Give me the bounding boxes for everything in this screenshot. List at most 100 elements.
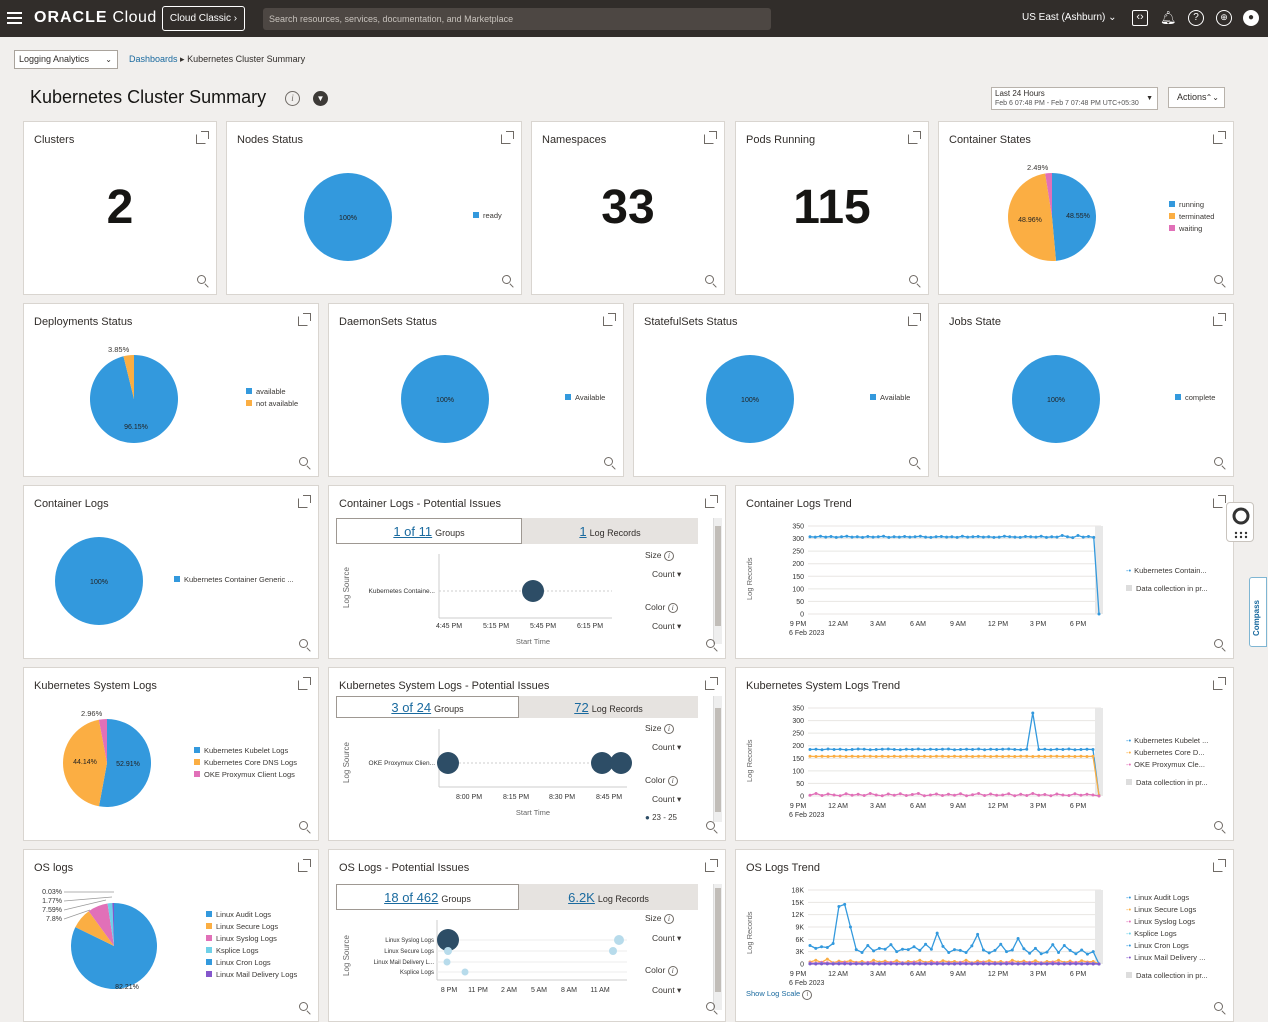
data-point[interactable] — [1080, 959, 1084, 963]
data-point[interactable] — [1081, 535, 1085, 539]
legend-item[interactable]: ready — [473, 210, 502, 222]
open-external-icon[interactable] — [908, 313, 921, 326]
data-point[interactable] — [880, 747, 884, 751]
data-point[interactable] — [953, 748, 956, 752]
data-point[interactable] — [1079, 747, 1083, 751]
data-point[interactable] — [895, 962, 899, 966]
data-point[interactable] — [910, 754, 914, 758]
data-point[interactable] — [1091, 950, 1095, 954]
legend-item[interactable]: Data collection in pr... — [1126, 777, 1208, 789]
data-point[interactable] — [928, 747, 932, 751]
data-point[interactable] — [872, 958, 876, 962]
pie-slice-available[interactable] — [401, 355, 489, 443]
data-point[interactable] — [831, 962, 835, 966]
data-point[interactable] — [1002, 534, 1006, 538]
user-profile-icon[interactable]: ● — [1243, 10, 1259, 26]
data-point[interactable] — [1039, 952, 1043, 956]
data-point[interactable] — [1049, 748, 1053, 752]
data-point[interactable] — [966, 535, 970, 539]
open-external-icon[interactable] — [298, 495, 311, 508]
data-point[interactable] — [1007, 747, 1011, 751]
data-point[interactable] — [922, 754, 926, 758]
open-external-icon[interactable] — [501, 131, 514, 144]
data-point[interactable] — [924, 535, 928, 539]
data-point[interactable] — [838, 747, 842, 751]
data-point[interactable] — [825, 946, 829, 950]
data-point[interactable] — [993, 948, 997, 952]
data-point[interactable] — [1039, 962, 1043, 966]
data-point[interactable] — [941, 959, 945, 963]
info-icon[interactable]: i — [663, 914, 674, 924]
legend-item[interactable]: -• Kubernetes Core D... — [1126, 748, 1205, 757]
data-point[interactable] — [854, 962, 858, 966]
data-point[interactable] — [820, 793, 824, 797]
data-point[interactable] — [1073, 792, 1077, 796]
data-point[interactable] — [882, 534, 886, 538]
open-external-icon[interactable] — [1213, 859, 1226, 872]
data-point[interactable] — [971, 535, 975, 539]
tab-groups[interactable]: 3 of 24 Groups — [336, 696, 519, 718]
actions-button[interactable]: Actions ⌃⌄ — [1168, 87, 1225, 108]
data-point[interactable] — [838, 794, 842, 798]
data-point[interactable] — [877, 962, 881, 966]
legend-item[interactable]: Available — [565, 392, 605, 404]
data-point[interactable] — [883, 947, 887, 951]
series-line[interactable] — [809, 903, 1100, 965]
data-point[interactable] — [1029, 535, 1033, 539]
data-point[interactable] — [898, 748, 902, 752]
data-point[interactable] — [826, 792, 830, 796]
data-point[interactable] — [820, 962, 824, 966]
data-point[interactable] — [1005, 950, 1009, 954]
legend-item[interactable]: running — [1169, 199, 1214, 211]
data-point[interactable] — [856, 747, 860, 751]
help-icon[interactable]: ? — [1188, 10, 1204, 26]
data-point[interactable] — [862, 793, 866, 797]
data-point[interactable] — [1007, 754, 1011, 758]
data-point[interactable] — [1007, 792, 1011, 796]
tab-groups[interactable]: 18 of 462 Groups — [336, 884, 519, 910]
drilldown-search-icon[interactable] — [1214, 639, 1223, 648]
issue-bubble[interactable] — [591, 752, 613, 774]
issue-bubble[interactable] — [461, 968, 469, 976]
size-select[interactable]: Count ▾ — [652, 569, 682, 579]
data-point[interactable] — [1033, 959, 1037, 963]
data-point[interactable] — [1031, 711, 1035, 715]
data-point[interactable] — [987, 962, 991, 966]
data-point[interactable] — [959, 792, 963, 796]
data-point[interactable] — [904, 754, 908, 758]
data-point[interactable] — [964, 962, 968, 966]
data-point[interactable] — [934, 747, 938, 751]
data-point[interactable] — [866, 944, 870, 947]
legend-item[interactable]: complete — [1175, 392, 1215, 404]
data-point[interactable] — [872, 962, 876, 966]
data-point[interactable] — [983, 754, 987, 758]
data-point[interactable] — [970, 962, 974, 966]
legend-item[interactable]: Available — [870, 392, 910, 404]
legend-item[interactable]: -• Ksplice Logs — [1126, 929, 1177, 938]
data-point[interactable] — [981, 535, 985, 539]
data-point[interactable] — [1018, 535, 1022, 539]
pie-slice-cron[interactable] — [112, 903, 114, 946]
data-point[interactable] — [918, 958, 922, 962]
data-point[interactable] — [928, 755, 932, 759]
data-point[interactable] — [1005, 962, 1009, 966]
data-point[interactable] — [981, 962, 985, 966]
data-point[interactable] — [892, 793, 896, 797]
legend-item[interactable]: -• Linux Syslog Logs — [1126, 917, 1195, 926]
data-point[interactable] — [1080, 962, 1084, 966]
data-point[interactable] — [1008, 535, 1012, 539]
drilldown-search-icon[interactable] — [1214, 275, 1223, 284]
data-point[interactable] — [997, 535, 1001, 539]
legend-item[interactable]: available — [246, 386, 298, 398]
data-point[interactable] — [953, 948, 956, 952]
open-external-icon[interactable] — [298, 859, 311, 872]
data-point[interactable] — [838, 754, 842, 758]
data-point[interactable] — [1067, 754, 1071, 758]
data-point[interactable] — [992, 535, 996, 539]
groups-link[interactable]: 18 of 462 — [384, 890, 439, 905]
data-point[interactable] — [924, 962, 928, 966]
legend-item[interactable]: terminated — [1169, 211, 1214, 223]
data-point[interactable] — [900, 962, 904, 966]
data-point[interactable] — [916, 791, 920, 795]
data-point[interactable] — [814, 962, 818, 966]
